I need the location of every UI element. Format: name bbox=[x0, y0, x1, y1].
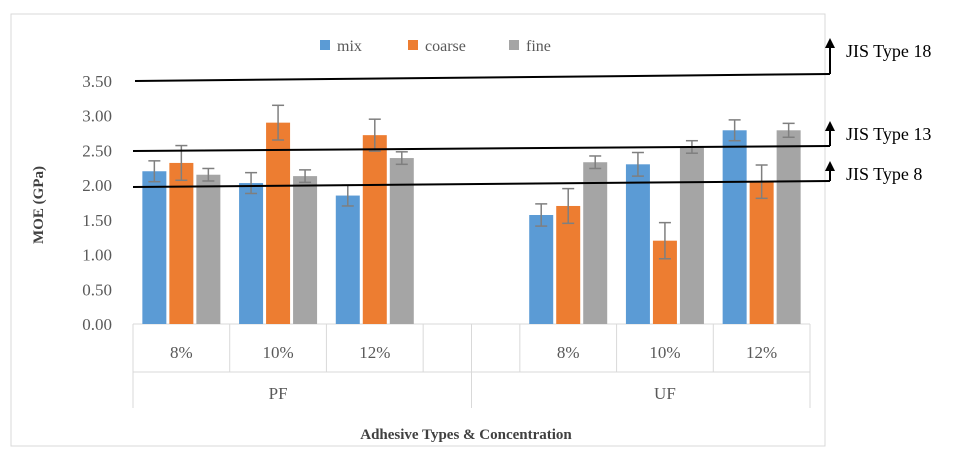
bar-mix bbox=[529, 214, 554, 324]
bar-mix bbox=[625, 164, 650, 324]
bar-fine bbox=[389, 158, 414, 324]
category-label: 10% bbox=[262, 343, 293, 362]
category-label: 10% bbox=[649, 343, 680, 362]
bar-coarse bbox=[362, 135, 387, 324]
reference-label: JIS Type 18 bbox=[846, 41, 931, 61]
bar-fine bbox=[196, 174, 221, 324]
bar-mix bbox=[239, 183, 264, 324]
bar-fine bbox=[583, 162, 608, 324]
legend-label: fine bbox=[526, 38, 551, 55]
group-label: PF bbox=[269, 384, 288, 403]
y-axis-label: MOE (GPa) bbox=[31, 166, 47, 244]
category-label: 12% bbox=[359, 343, 390, 362]
bar-coarse bbox=[749, 181, 774, 324]
bar-coarse bbox=[169, 162, 194, 324]
bar-mix bbox=[722, 130, 747, 324]
x-axis-label: Adhesive Types & Concentration bbox=[360, 427, 572, 443]
bar-fine bbox=[679, 146, 704, 324]
category-label: 8% bbox=[557, 343, 580, 362]
y-tick-label: 0.00 bbox=[82, 315, 112, 334]
group-label: UF bbox=[654, 384, 676, 403]
bar-coarse bbox=[556, 205, 581, 324]
bar-coarse bbox=[266, 122, 291, 325]
category-label: 12% bbox=[746, 343, 777, 362]
reference-label: JIS Type 13 bbox=[846, 124, 931, 144]
bar-mix bbox=[335, 195, 360, 324]
legend-label: mix bbox=[337, 38, 362, 55]
category-label: 8% bbox=[170, 343, 193, 362]
y-tick-label: 3.00 bbox=[82, 107, 112, 126]
bar-mix bbox=[142, 171, 167, 324]
y-tick-label: 2.50 bbox=[82, 141, 112, 160]
y-tick-label: 3.50 bbox=[82, 72, 112, 91]
reference-label: JIS Type 8 bbox=[846, 164, 922, 184]
reference-line bbox=[132, 145, 831, 152]
legend-swatch-fine bbox=[509, 40, 519, 50]
y-tick-label: 0.50 bbox=[82, 280, 112, 299]
bar-fine bbox=[776, 130, 801, 324]
legend-swatch-coarse bbox=[408, 40, 418, 50]
y-tick-label: 1.00 bbox=[82, 246, 112, 265]
reference-line bbox=[132, 180, 831, 188]
legend-swatch-mix bbox=[320, 40, 330, 50]
y-tick-label: 1.50 bbox=[82, 211, 112, 230]
legend-label: coarse bbox=[425, 38, 466, 55]
bar-fine bbox=[293, 176, 318, 324]
y-tick-label: 2.00 bbox=[82, 176, 112, 195]
reference-line bbox=[134, 73, 831, 82]
